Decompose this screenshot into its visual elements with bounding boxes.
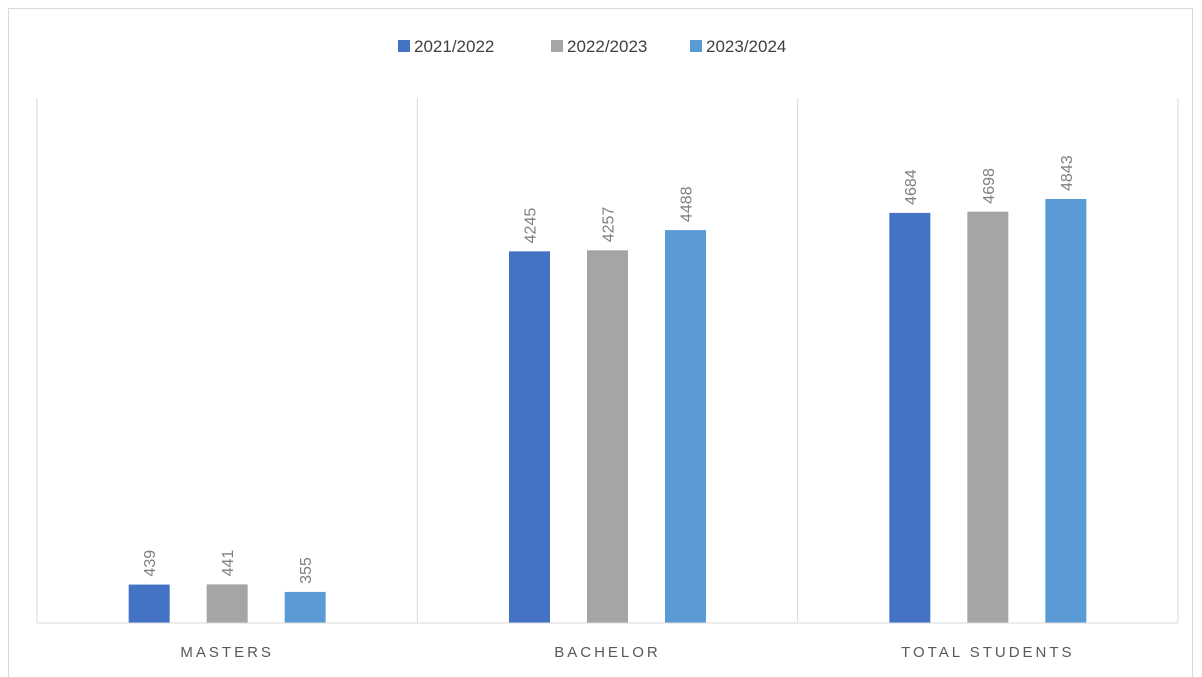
data-label: 4257	[601, 207, 618, 243]
data-label: 4698	[981, 168, 998, 204]
data-label: 4684	[903, 169, 920, 205]
bar	[284, 591, 326, 623]
data-label: 439	[142, 550, 159, 577]
x-tick-label: MASTERS	[180, 644, 274, 661]
legend-label: 2021/2022	[414, 37, 494, 56]
data-label: 4245	[523, 208, 540, 244]
legend-label: 2022/2023	[567, 37, 647, 56]
bar	[665, 230, 706, 624]
bar	[1045, 199, 1087, 623]
bar	[587, 250, 628, 623]
legend-swatch	[398, 40, 410, 52]
data-label: 4843	[1059, 155, 1076, 191]
bar	[967, 211, 1009, 623]
x-tick-label: TOTAL STUDENTS	[901, 644, 1074, 661]
legend-swatch	[690, 40, 702, 52]
data-label: 355	[298, 557, 315, 584]
bar	[889, 212, 931, 624]
x-tick-label: BACHELOR	[554, 644, 661, 661]
bar	[509, 251, 550, 624]
bar	[206, 584, 248, 623]
data-label: 441	[220, 550, 237, 577]
bar	[128, 584, 170, 623]
data-label: 4488	[679, 186, 696, 222]
legend-swatch	[551, 40, 563, 52]
legend-label: 2023/2024	[706, 37, 786, 56]
